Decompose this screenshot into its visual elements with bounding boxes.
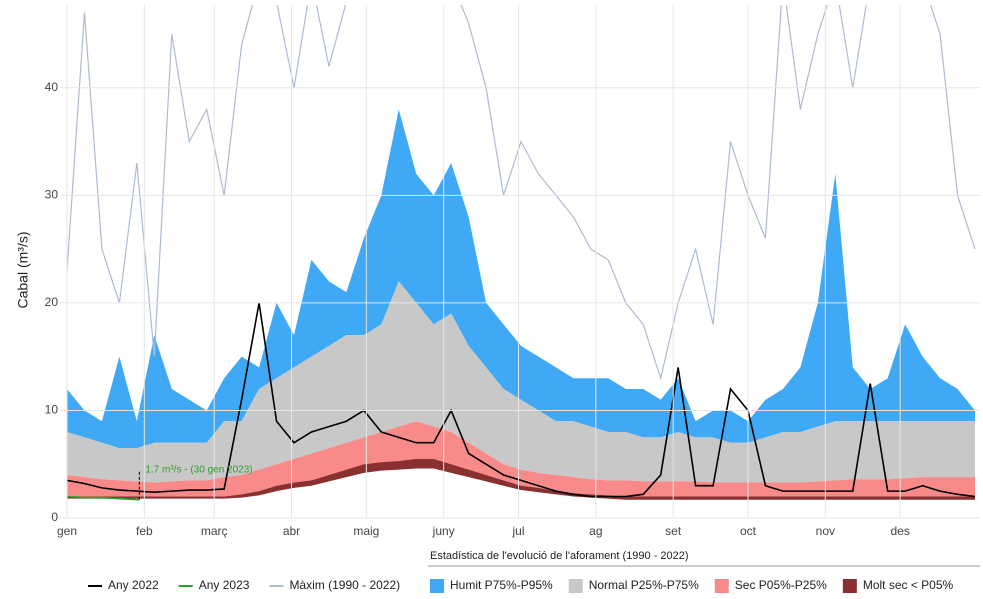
legend-title: Estadística de l'evolució de l'aforament…	[430, 550, 689, 562]
x-tick-label: nov	[816, 524, 835, 538]
x-tick-label: juny	[432, 524, 455, 538]
x-tick-label: jul	[511, 524, 524, 538]
x-tick-label: abr	[283, 524, 300, 538]
x-tick-label: set	[665, 524, 682, 538]
x-tick-label: maig	[353, 524, 379, 538]
y-axis-label: Cabal (m³/s)	[15, 231, 31, 308]
y-tick-label: 20	[45, 295, 59, 309]
legend-swatch	[842, 579, 857, 593]
band-area	[67, 281, 975, 483]
legend-swatch	[568, 579, 583, 593]
legend-label: Molt sec < P05%	[863, 578, 954, 592]
legend-label: Any 2022	[108, 578, 159, 592]
x-tick-label: gen	[57, 524, 77, 538]
series-line	[66, 495, 140, 501]
legend-swatch	[430, 579, 444, 593]
band-area	[67, 421, 975, 497]
x-tick-label: des	[890, 524, 909, 538]
legend-label: Normal P25%-P75%	[589, 578, 699, 592]
legend-label: Màxim (1990 - 2022)	[289, 578, 400, 592]
y-tick-label: 10	[45, 403, 59, 417]
x-tick-label: març	[201, 524, 228, 538]
band-area	[67, 109, 975, 449]
y-tick-label: 40	[45, 80, 59, 94]
y-tick-label: 30	[45, 188, 59, 202]
legend-swatch	[714, 579, 729, 593]
annotation-label: 1.7 m³/s - (30 gen 2023)	[145, 464, 252, 475]
x-tick-label: oct	[740, 524, 757, 538]
x-tick-label: feb	[136, 524, 153, 538]
series-line	[66, 302, 976, 498]
legend-label: Sec P05%-P25%	[735, 578, 827, 592]
y-tick-label: 0	[51, 510, 58, 524]
legend-label: Any 2023	[199, 578, 250, 592]
x-tick-label: ag	[589, 524, 602, 538]
series-line	[66, 5, 976, 381]
legend-label: Humit P75%-P95%	[450, 578, 553, 592]
plot	[66, 5, 976, 501]
